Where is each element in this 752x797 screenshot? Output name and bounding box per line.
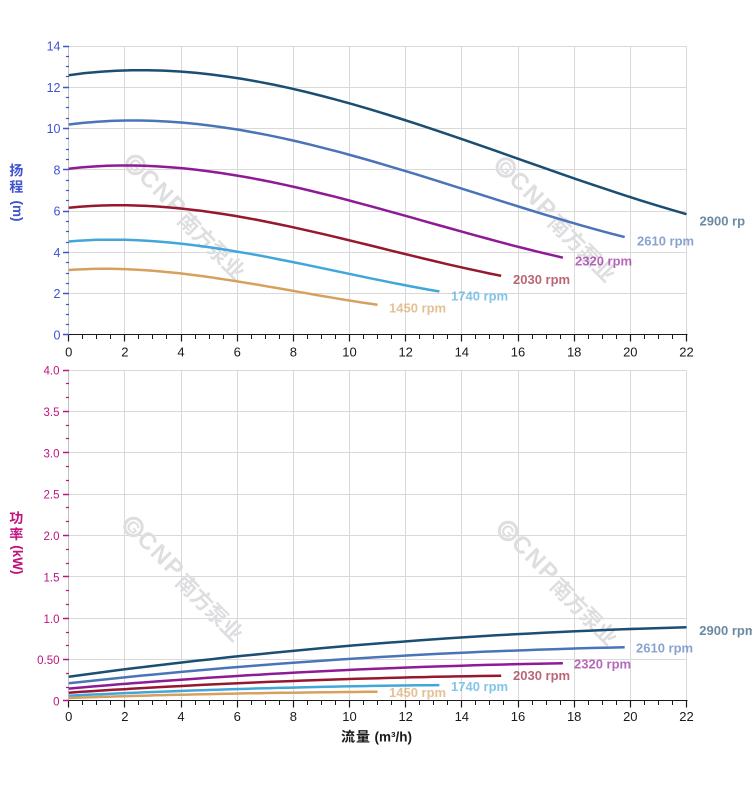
svg-text:0.50: 0.50 [37, 655, 59, 667]
svg-text:22: 22 [679, 345, 693, 360]
svg-text:12: 12 [47, 81, 61, 95]
svg-text:20: 20 [623, 709, 637, 724]
svg-text:1450 rpm: 1450 rpm [389, 300, 446, 315]
svg-text:0: 0 [65, 345, 72, 360]
svg-text:1.5: 1.5 [44, 573, 60, 585]
svg-text:2320 rpm: 2320 rpm [574, 657, 631, 672]
svg-text:6: 6 [54, 205, 61, 219]
svg-text:10: 10 [342, 709, 356, 724]
svg-text:8: 8 [290, 709, 297, 724]
svg-text:10: 10 [47, 122, 61, 136]
svg-text:(m³/h): (m³/h) [375, 730, 413, 745]
svg-text:8: 8 [54, 163, 61, 177]
svg-text:14: 14 [455, 345, 469, 360]
svg-text:0: 0 [65, 709, 72, 724]
svg-text:14: 14 [47, 40, 61, 54]
svg-text:(kW): (kW) [10, 545, 25, 574]
svg-text:1450 rpm: 1450 rpm [389, 685, 446, 700]
svg-text:16: 16 [511, 709, 525, 724]
svg-text:2900 rpm: 2900 rpm [700, 213, 752, 228]
svg-text:2030 rpm: 2030 rpm [513, 668, 570, 683]
svg-text:18: 18 [567, 709, 581, 724]
svg-text:4: 4 [54, 246, 61, 260]
svg-text:0: 0 [54, 329, 61, 343]
svg-text:20: 20 [623, 345, 637, 360]
svg-text:22: 22 [679, 709, 693, 724]
svg-text:4.0: 4.0 [44, 366, 60, 378]
svg-text:0: 0 [53, 697, 59, 709]
svg-text:1740 rpm: 1740 rpm [451, 289, 508, 304]
svg-text:(m): (m) [10, 201, 25, 222]
svg-text:2610 rpm: 2610 rpm [636, 641, 693, 656]
svg-text:12: 12 [398, 709, 412, 724]
svg-text:2.0: 2.0 [44, 531, 60, 543]
svg-text:3.0: 3.0 [44, 448, 60, 460]
svg-text:14: 14 [455, 709, 469, 724]
svg-text:2030 rpm: 2030 rpm [513, 272, 570, 287]
svg-text:2: 2 [121, 709, 128, 724]
svg-text:6: 6 [234, 709, 241, 724]
svg-text:2: 2 [121, 345, 128, 360]
svg-text:12: 12 [398, 345, 412, 360]
svg-text:8: 8 [290, 345, 297, 360]
svg-text:3.5: 3.5 [44, 407, 60, 419]
svg-text:2610 rpm: 2610 rpm [637, 234, 694, 249]
svg-text:10: 10 [342, 345, 356, 360]
svg-text:2320 rpm: 2320 rpm [575, 253, 632, 268]
svg-text:4: 4 [177, 345, 184, 360]
svg-text:1740 rpm: 1740 rpm [451, 679, 508, 694]
svg-text:2900 rpm: 2900 rpm [699, 623, 752, 638]
svg-text:18: 18 [567, 345, 581, 360]
svg-text:6: 6 [234, 345, 241, 360]
svg-text:4: 4 [177, 709, 184, 724]
svg-text:2: 2 [54, 287, 61, 301]
svg-text:1.0: 1.0 [44, 614, 60, 626]
svg-text:16: 16 [511, 345, 525, 360]
svg-text:2.5: 2.5 [44, 490, 60, 502]
